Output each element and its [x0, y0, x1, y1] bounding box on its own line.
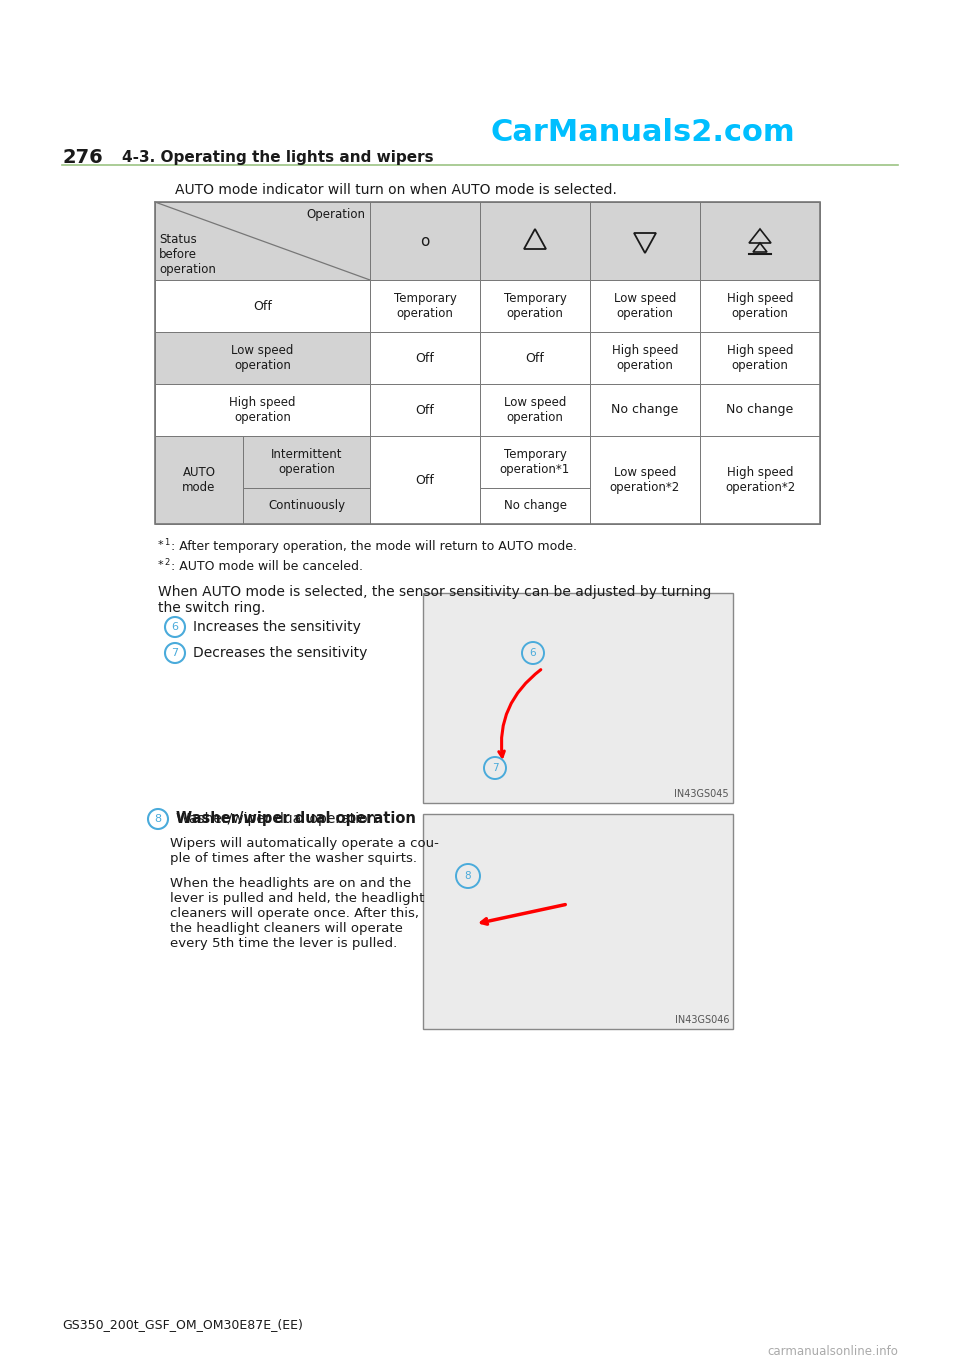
Text: Intermittent
operation: Intermittent operation	[271, 448, 343, 477]
Text: Off: Off	[253, 300, 272, 312]
Bar	[370, 202, 480, 280]
Text: AUTO
mode: AUTO mode	[182, 466, 216, 494]
Text: High speed
operation*2: High speed operation*2	[725, 466, 795, 494]
Text: Continuously: Continuously	[268, 500, 345, 512]
Text: Low speed
operation: Low speed operation	[504, 397, 566, 424]
Bar	[700, 384, 820, 436]
Bar	[155, 280, 370, 331]
Bar	[700, 280, 820, 331]
Text: AUTO mode indicator will turn on when AUTO mode is selected.: AUTO mode indicator will turn on when AU…	[175, 183, 617, 197]
Text: Temporary
operation: Temporary operation	[394, 292, 456, 320]
Text: Low speed
operation: Low speed operation	[613, 292, 676, 320]
Bar	[590, 331, 700, 384]
Text: Low speed
operation: Low speed operation	[231, 344, 294, 372]
Text: o: o	[420, 234, 430, 249]
Text: Status
before
operation: Status before operation	[159, 234, 216, 276]
Text: Off: Off	[416, 352, 435, 364]
Bar	[155, 436, 243, 524]
Text: Off: Off	[525, 352, 544, 364]
Text: 6: 6	[530, 648, 537, 659]
Bar	[155, 202, 370, 280]
Bar	[590, 384, 700, 436]
Text: : After temporary operation, the mode will return to AUTO mode.: : After temporary operation, the mode wi…	[171, 540, 577, 553]
Bar	[480, 331, 590, 384]
Text: Washer/wiper dual operation: Washer/wiper dual operation	[176, 812, 376, 826]
Text: IN43GS046: IN43GS046	[675, 1014, 729, 1025]
Text: 2: 2	[164, 558, 169, 568]
Bar	[700, 436, 820, 524]
Text: Off: Off	[416, 474, 435, 486]
Text: 1: 1	[164, 538, 169, 547]
Text: 7: 7	[492, 763, 498, 773]
Text: Washer/wiper dual operation: Washer/wiper dual operation	[176, 812, 416, 827]
Text: Operation: Operation	[306, 208, 365, 221]
Text: When AUTO mode is selected, the sensor sensitivity can be adjusted by turning
th: When AUTO mode is selected, the sensor s…	[158, 585, 711, 615]
Text: 4-3. Operating the lights and wipers: 4-3. Operating the lights and wipers	[122, 149, 434, 166]
Bar	[480, 488, 590, 524]
Text: High speed
operation: High speed operation	[727, 292, 793, 320]
Text: High speed
operation: High speed operation	[727, 344, 793, 372]
Text: *: *	[158, 559, 163, 570]
Bar	[155, 331, 370, 384]
Bar	[480, 280, 590, 331]
Bar	[480, 384, 590, 436]
Bar	[590, 280, 700, 331]
Text: 8: 8	[465, 870, 471, 881]
Text: GS350_200t_GSF_OM_OM30E87E_(EE): GS350_200t_GSF_OM_OM30E87E_(EE)	[62, 1319, 302, 1331]
Bar	[243, 488, 370, 524]
Text: High speed
operation: High speed operation	[229, 397, 296, 424]
Bar	[423, 813, 733, 1029]
Text: Increases the sensitivity: Increases the sensitivity	[193, 621, 361, 634]
Bar	[155, 202, 820, 524]
Bar	[590, 436, 700, 524]
Bar	[423, 593, 733, 803]
Text: Low speed
operation*2: Low speed operation*2	[610, 466, 680, 494]
Bar	[700, 331, 820, 384]
Bar	[370, 331, 480, 384]
Bar	[370, 436, 480, 524]
Text: When the headlights are on and the
lever is pulled and held, the headlight
clean: When the headlights are on and the lever…	[170, 877, 424, 951]
Text: : AUTO mode will be canceled.: : AUTO mode will be canceled.	[171, 559, 363, 573]
Text: 8: 8	[155, 813, 161, 824]
Bar	[590, 202, 700, 280]
Text: 7: 7	[172, 648, 179, 659]
Text: CarManuals2.com: CarManuals2.com	[490, 118, 795, 147]
Text: carmanualsonline.info: carmanualsonline.info	[767, 1344, 898, 1358]
Text: No change: No change	[612, 403, 679, 417]
Bar	[700, 202, 820, 280]
Bar	[370, 280, 480, 331]
Bar	[370, 384, 480, 436]
Text: Off: Off	[416, 403, 435, 417]
Text: IN43GS045: IN43GS045	[674, 789, 729, 799]
Text: No change: No change	[503, 500, 566, 512]
Text: No change: No change	[727, 403, 794, 417]
Text: Temporary
operation: Temporary operation	[504, 292, 566, 320]
Text: 276: 276	[62, 148, 103, 167]
Text: *: *	[158, 540, 163, 550]
Bar	[480, 202, 590, 280]
Text: Decreases the sensitivity: Decreases the sensitivity	[193, 646, 368, 660]
Text: High speed
operation: High speed operation	[612, 344, 679, 372]
Bar	[243, 436, 370, 488]
Bar	[480, 436, 590, 488]
Text: Temporary
operation*1: Temporary operation*1	[500, 448, 570, 477]
Text: 6: 6	[172, 622, 179, 631]
Bar	[155, 384, 370, 436]
Text: Wipers will automatically operate a cou-
ple of times after the washer squirts.: Wipers will automatically operate a cou-…	[170, 837, 439, 865]
